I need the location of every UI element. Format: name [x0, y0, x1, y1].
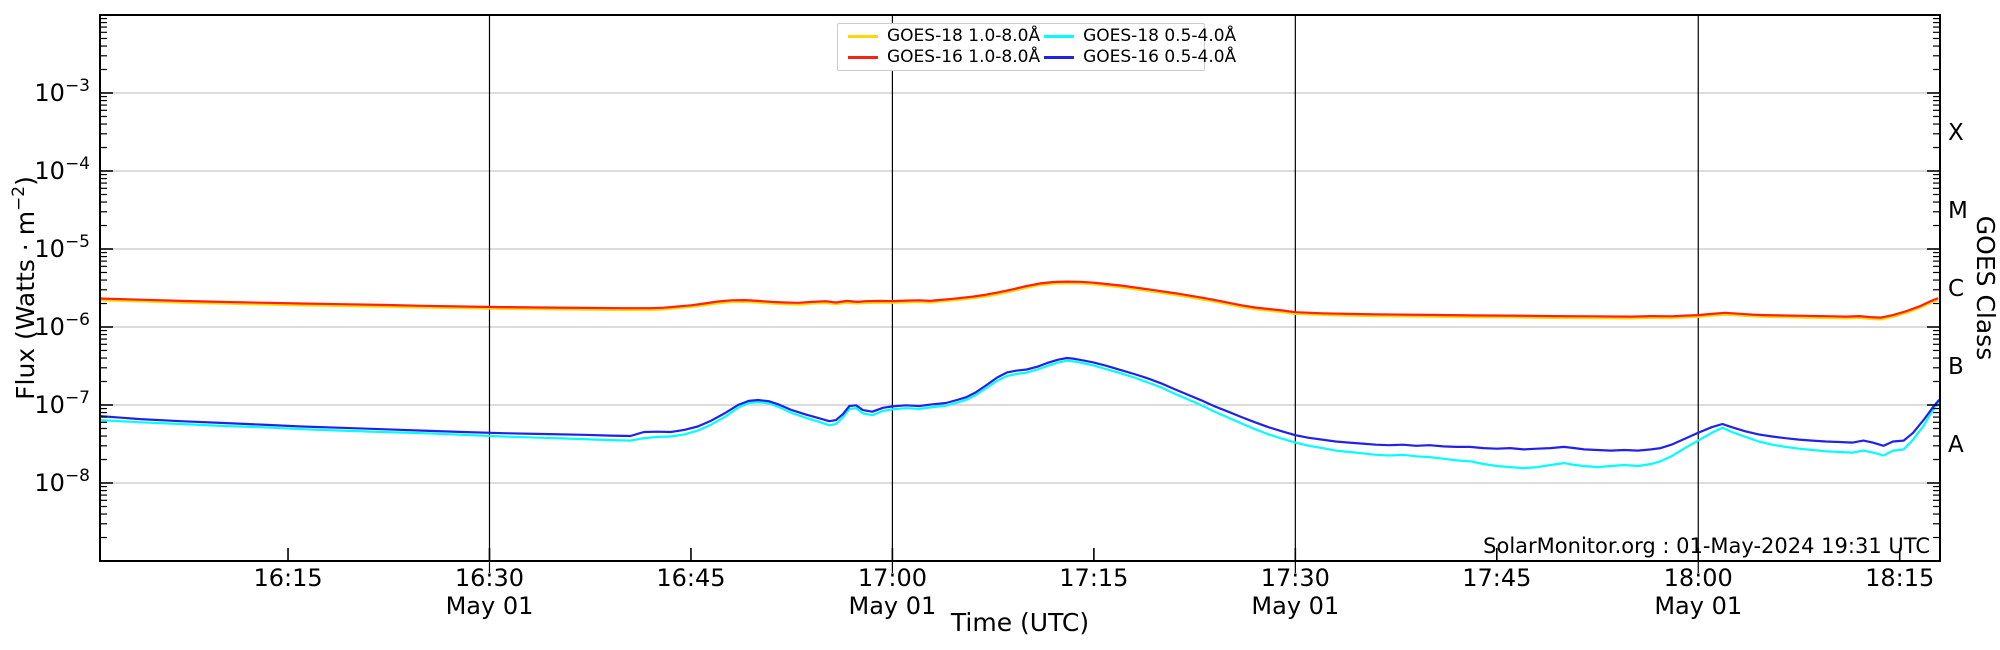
legend-label: GOES-18 1.0-8.0Å [887, 26, 1041, 46]
goes-class-label: X [1948, 120, 1964, 146]
goes-class-axis-label: GOES Class [1971, 216, 2000, 360]
x-date-label: May 01 [1654, 592, 1742, 620]
time-axis-label: Time (UTC) [950, 608, 1089, 637]
y-tick-label: 10−5 [34, 232, 90, 263]
legend-line-swatch-goes18-short [1044, 35, 1075, 38]
y-tick-label: 10−4 [34, 154, 90, 185]
series-line-goes-18-0-5-4-0- [98, 359, 1940, 470]
series-line-goes-16-1-0-8-0- [98, 280, 1939, 319]
x-tick-label: 17:45 [1462, 564, 1531, 592]
legend-item: GOES-16 1.0-8.0Å [844, 49, 1040, 66]
chart-legend: GOES-18 1.0-8.0Å GOES-16 1.0-8.0Å GOES-1… [837, 23, 1236, 71]
legend-item: GOES-18 1.0-8.0Å [844, 28, 1040, 45]
goes-class-label: M [1948, 198, 1968, 224]
x-tick-label: 17:30 [1261, 564, 1330, 592]
y-tick-label: 10−3 [34, 76, 90, 107]
flux-axis-label: Flux (Watts · m−2) [9, 176, 40, 400]
goes-class-label: C [1948, 276, 1964, 302]
legend-item: GOES-16 0.5-4.0Å [1040, 49, 1236, 66]
x-tick-label: 16:15 [253, 564, 322, 592]
legend-line-swatch-goes16-long [848, 56, 878, 59]
x-date-label: May 01 [1251, 592, 1339, 620]
series-line-goes-18-1-0-8-0- [98, 282, 1939, 321]
x-tick-label: 17:00 [858, 564, 927, 592]
legend-line-swatch-goes18-long [848, 35, 878, 38]
legend-line-swatch-goes16-short [1044, 56, 1075, 59]
x-tick-label: 16:45 [656, 564, 725, 592]
series-line-goes-16-0-5-4-0- [98, 356, 1940, 452]
x-date-label: May 01 [849, 592, 937, 620]
plot-border [99, 14, 1941, 562]
x-tick-label: 18:15 [1865, 564, 1934, 592]
x-tick-label: 17:15 [1059, 564, 1128, 592]
x-tick-label: 16:30 [455, 564, 524, 592]
goes-class-label: B [1948, 354, 1964, 380]
goes-class-label: A [1948, 432, 1964, 458]
watermark: SolarMonitor.org : 01-May-2024 19:31 UTC [1483, 534, 1930, 558]
y-tick-label: 10−8 [34, 466, 90, 497]
x-date-label: May 01 [446, 592, 534, 620]
legend-label: GOES-16 1.0-8.0Å [887, 47, 1041, 67]
legend-label: GOES-16 0.5-4.0Å [1083, 47, 1237, 67]
y-tick-label: 10−6 [34, 310, 90, 341]
x-tick-label: 18:00 [1664, 564, 1733, 592]
legend-item: GOES-18 0.5-4.0Å [1040, 28, 1236, 45]
legend-label: GOES-18 0.5-4.0Å [1083, 26, 1237, 46]
y-tick-label: 10−7 [34, 388, 90, 419]
